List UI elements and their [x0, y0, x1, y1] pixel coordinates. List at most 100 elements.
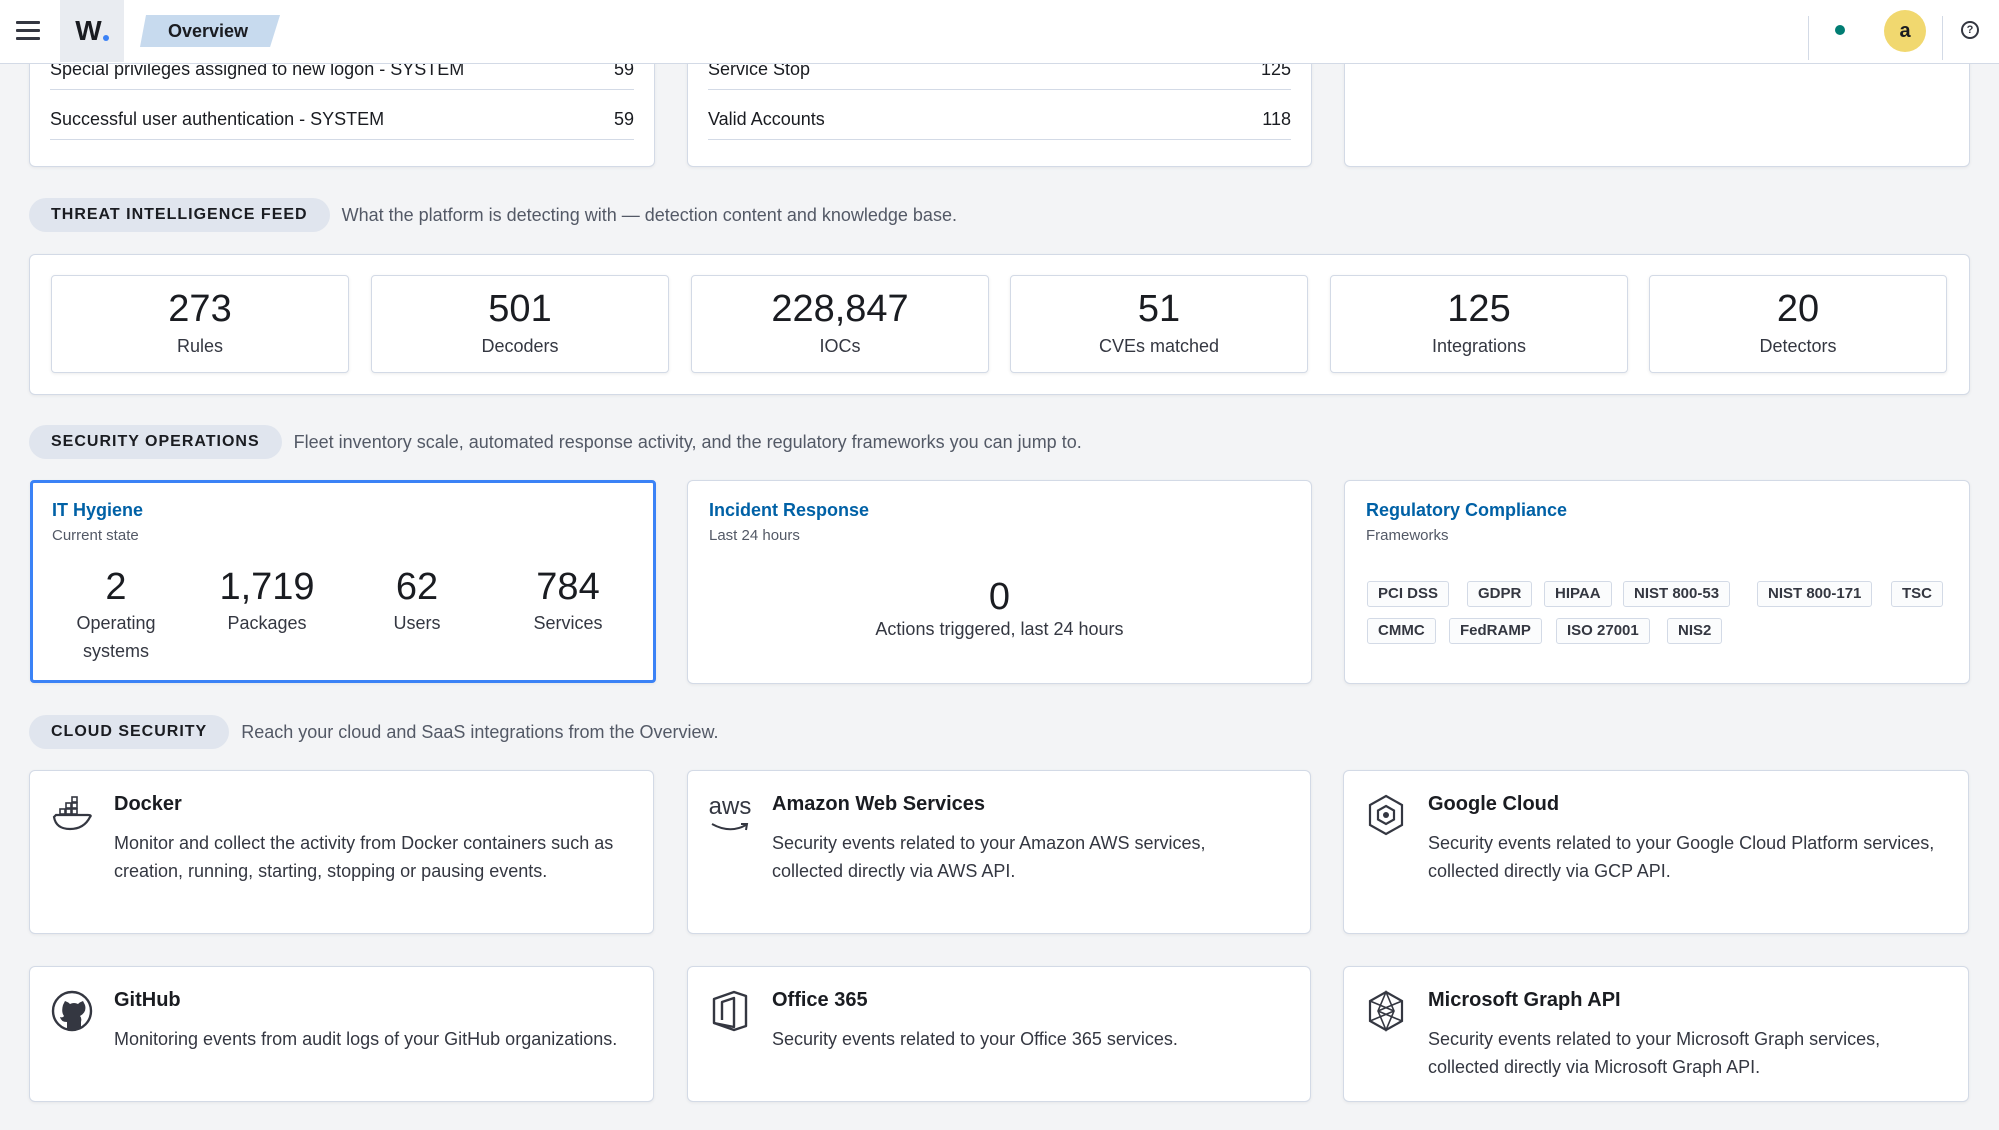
stat-decoders[interactable]: 501 Decoders [371, 275, 669, 373]
metric-label: Services [533, 613, 603, 633]
breadcrumb-overview[interactable]: Overview [140, 15, 280, 47]
framework-tag-pci-dss[interactable]: PCI DSS [1367, 581, 1450, 607]
card-title[interactable]: IT Hygiene [52, 500, 144, 520]
stat-label: IOCs [819, 336, 861, 356]
framework-tag-gdpr[interactable]: GDPR [1467, 581, 1533, 607]
stat-label: CVEs matched [1098, 336, 1220, 356]
top-header: W Overview a ? [0, 0, 1999, 64]
row-label: Special privileges assigned to new logon… [50, 59, 465, 79]
framework-tag-fedramp[interactable]: FedRAMP [1449, 618, 1542, 644]
metric-label: Packages [227, 613, 307, 633]
incident-metric: 0 Actions triggered, last 24 hours [688, 575, 1311, 640]
stat-cves-matched[interactable]: 51 CVEs matched [1010, 275, 1308, 373]
cloud-card-title[interactable]: Amazon Web Services [772, 793, 986, 815]
cloud-card-description: Security events related to your Google C… [1428, 833, 1935, 881]
framework-tag-cmmc[interactable]: CMMC [1367, 618, 1436, 644]
stat-integrations[interactable]: 125 Integrations [1330, 275, 1628, 373]
cloud-card-microsoft-graph[interactable]: Microsoft Graph API Security events rela… [1343, 966, 1969, 1102]
row-label: Valid Accounts [708, 109, 825, 129]
stat-iocs[interactable]: 228,847 IOCs [691, 275, 989, 373]
metric-label: Users [393, 613, 441, 633]
metric-services[interactable]: 784 Services [493, 565, 643, 637]
aws-icon-text: aws [708, 793, 752, 820]
cloud-card-google-cloud[interactable]: Google Cloud Security events related to … [1343, 770, 1969, 934]
regulatory-compliance-card[interactable]: Regulatory Compliance Frameworks PCI DSS… [1344, 480, 1970, 684]
cloud-card-aws[interactable]: aws Amazon Web Services Security events … [687, 770, 1311, 934]
cloud-card-title[interactable]: GitHub [114, 989, 181, 1011]
section-description: Reach your cloud and SaaS integrations f… [241, 721, 719, 742]
table-row[interactable]: Special privileges assigned to new logon… [50, 50, 634, 90]
app-logo[interactable]: W [60, 0, 124, 62]
cloud-card-description: Security events related to your Microsof… [1428, 1029, 1881, 1077]
framework-tag-nist-800-53[interactable]: NIST 800-53 [1623, 581, 1731, 607]
status-indicator-icon [1835, 25, 1845, 35]
framework-tag-iso-27001[interactable]: ISO 27001 [1556, 618, 1650, 644]
card-subtitle: Current state [52, 527, 139, 544]
section-description: What the platform is detecting with — de… [341, 204, 957, 225]
section-description: Fleet inventory scale, automated respons… [293, 431, 1082, 452]
metric-label: systems [82, 641, 149, 661]
row-value: 59 [613, 59, 634, 79]
stat-value: 273 [168, 288, 232, 330]
cloud-card-description: Security events related to your Amazon A… [772, 833, 1206, 881]
card-subtitle: Frameworks [1366, 527, 1449, 544]
section-badge: CLOUD SECURITY [29, 715, 230, 749]
section-badge: SECURITY OPERATIONS [29, 425, 282, 459]
table-row[interactable]: Service Stop 125 [708, 50, 1291, 90]
row-value: 125 [1260, 59, 1291, 79]
stat-label: Decoders [481, 336, 559, 356]
table-row[interactable]: Successful user authentication - SYSTEM … [50, 100, 634, 140]
row-value: 59 [613, 109, 634, 129]
stat-value: 51 [1137, 288, 1181, 330]
header-divider [1808, 16, 1809, 60]
metric-users[interactable]: 62 Users [342, 565, 492, 637]
framework-tag-hipaa[interactable]: HIPAA [1544, 581, 1612, 607]
stat-value: 20 [1776, 288, 1820, 330]
metric-operating-systems[interactable]: 2 Operating systems [41, 565, 191, 665]
user-avatar[interactable]: a [1884, 10, 1926, 52]
cloud-card-office365[interactable]: Office 365 Security events related to yo… [687, 966, 1311, 1102]
metric-value: 62 [395, 566, 439, 608]
header-divider [1942, 16, 1943, 60]
aws-icon: aws [708, 793, 752, 837]
metric-value: 2 [105, 566, 127, 608]
threat-intel-section-label: THREAT INTELLIGENCE FEED What the platfo… [29, 198, 957, 232]
table-row[interactable]: Valid Accounts 118 [708, 100, 1291, 140]
stat-rules[interactable]: 273 Rules [51, 275, 349, 373]
metric-packages[interactable]: 1,719 Packages [192, 565, 342, 637]
cloud-card-description: Security events related to your Office 3… [772, 1029, 1178, 1049]
framework-tag-tsc[interactable]: TSC [1891, 581, 1943, 607]
cloud-card-title[interactable]: Office 365 [772, 989, 868, 1011]
card-title[interactable]: Incident Response [709, 500, 870, 520]
metric-label: Actions triggered, last 24 hours [875, 619, 1124, 639]
security-ops-section-label: SECURITY OPERATIONS Fleet inventory scal… [29, 425, 1082, 459]
hamburger-menu-icon[interactable] [14, 18, 42, 42]
stat-label: Detectors [1759, 336, 1837, 356]
cloud-card-docker[interactable]: Docker Monitor and collect the activity … [29, 770, 654, 934]
framework-tag-nis2[interactable]: NIS2 [1667, 618, 1723, 644]
cloud-card-title[interactable]: Microsoft Graph API [1428, 989, 1621, 1011]
cloud-card-description: Monitor and collect the activity from Do… [114, 833, 614, 881]
card-title[interactable]: Regulatory Compliance [1366, 500, 1568, 520]
incident-response-card[interactable]: Incident Response Last 24 hours 0 Action… [687, 480, 1312, 684]
threat-intel-panel [29, 254, 1970, 395]
section-badge: THREAT INTELLIGENCE FEED [29, 198, 330, 232]
metric-value: 0 [988, 576, 1011, 618]
stat-detectors[interactable]: 20 Detectors [1649, 275, 1947, 373]
metric-label: Operating [76, 613, 156, 633]
row-value: 118 [1262, 109, 1291, 129]
it-hygiene-card[interactable]: IT Hygiene Current state 2 Operating sys… [30, 480, 656, 683]
logo-letter: W [75, 15, 102, 46]
docker-icon [52, 796, 92, 831]
cloud-card-title[interactable]: Google Cloud [1428, 793, 1560, 815]
stat-label: Integrations [1431, 336, 1527, 356]
microsoft-graph-icon [1368, 989, 1404, 1033]
cloud-card-description: Monitoring events from audit logs of you… [114, 1029, 618, 1049]
cloud-card-title[interactable]: Docker [114, 793, 182, 815]
framework-tag-nist-800-171[interactable]: NIST 800-171 [1757, 581, 1873, 607]
stat-label: Rules [176, 336, 224, 356]
card-subtitle: Last 24 hours [709, 527, 800, 544]
help-icon[interactable]: ? [1961, 21, 1979, 39]
github-icon [51, 990, 93, 1032]
cloud-card-github[interactable]: GitHub Monitoring events from audit logs… [29, 966, 654, 1102]
